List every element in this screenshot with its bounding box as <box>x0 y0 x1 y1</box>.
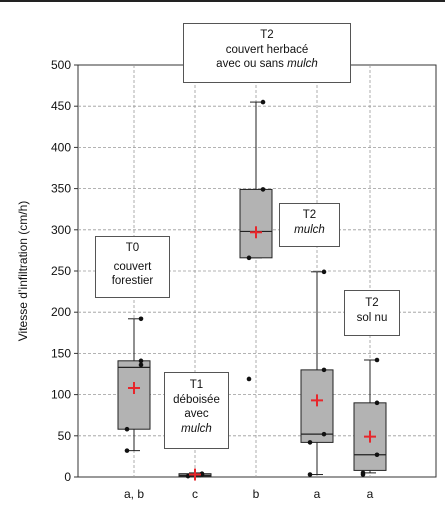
x-tick-label: a, b <box>124 487 144 501</box>
data-point <box>124 448 130 453</box>
annotation-t2-top: T2 couvert herbacé avec ou sans mulch <box>183 23 351 83</box>
annotation-t0-line2: couvert <box>113 260 152 273</box>
data-point <box>124 426 130 432</box>
data-point <box>307 440 313 445</box>
annotation-t2-top-line3-text: avec ou sans <box>216 58 288 70</box>
x-tick-label: a <box>314 487 321 501</box>
data-point <box>138 316 144 322</box>
y-tick-label: 200 <box>51 305 71 319</box>
box-5 <box>353 357 387 477</box>
boxes <box>117 99 387 481</box>
data-point <box>260 99 266 105</box>
y-tick-label: 500 <box>51 58 71 72</box>
data-point <box>246 376 252 382</box>
annotation-t2-mulch: T2 mulch <box>279 203 340 247</box>
annotation-t1-line4: mulch <box>169 422 224 437</box>
y-tick-label: 450 <box>51 99 71 113</box>
y-tick-labels: 0 50 100 150 200 250 300 350 400 450 500 <box>51 58 71 484</box>
annotation-t1-line3: avec <box>184 408 209 420</box>
data-point <box>374 452 380 458</box>
annotation-t2-solnu-line2: sol nu <box>356 311 388 324</box>
data-point <box>246 255 252 261</box>
box-2 <box>178 468 212 481</box>
annotation-t0-line3: forestier <box>111 275 154 287</box>
annotation-t2-top-line1: T2 <box>260 29 274 41</box>
annotation-t2-mulch-line1: T2 <box>302 209 317 221</box>
box-iqr <box>117 360 151 430</box>
data-point <box>360 470 366 476</box>
box-4 <box>300 269 334 477</box>
data-point <box>321 431 327 437</box>
data-point <box>138 362 144 368</box>
annotation-t2-top-line2: couvert herbacé <box>225 43 309 56</box>
y-tick-label: 300 <box>51 223 71 237</box>
y-tick-label: 350 <box>51 182 71 196</box>
box-3 <box>239 99 273 382</box>
annotation-t0-line1: T0 <box>125 242 140 254</box>
y-tick-label: 100 <box>51 388 71 402</box>
y-tick-label: 150 <box>51 346 71 360</box>
x-tick-label: b <box>253 487 260 501</box>
annotation-t2-top-line3-italic: mulch <box>287 58 318 70</box>
annotation-t2-mulch-line2: mulch <box>284 223 335 238</box>
data-point <box>374 400 380 406</box>
data-point <box>138 358 144 364</box>
box-iqr <box>239 188 273 259</box>
annotation-t0: T0 couvert forestier <box>95 236 170 298</box>
data-point <box>321 367 327 373</box>
x-tick-label: c <box>192 487 198 501</box>
y-axis-label: Vitesse d’infiltration (cm/h) <box>16 201 30 342</box>
y-tick-label: 250 <box>51 264 71 278</box>
x-tick-labels: a, b c b a a <box>124 487 374 501</box>
y-tick-label: 50 <box>58 429 72 443</box>
annotation-t2-mulch-italic: mulch <box>294 223 325 236</box>
y-tick-label: 400 <box>51 140 71 154</box>
annotation-t2-solnu: T2 sol nu <box>344 290 400 336</box>
annotation-t1-line1: T1 <box>189 379 204 391</box>
box-1 <box>117 316 151 453</box>
y-tick-label: 0 <box>64 470 71 484</box>
x-tick-label: a <box>367 487 374 501</box>
annotation-t1: T1 déboisée avec mulch <box>164 372 229 449</box>
annotation-t1-line2: déboisée <box>173 393 220 406</box>
data-point <box>260 187 266 192</box>
data-point <box>307 472 313 477</box>
annotation-t2-top-line3: avec ou sans mulch <box>188 57 346 72</box>
data-point <box>374 357 380 363</box>
top-rule <box>0 0 445 2</box>
annotation-t2-solnu-line1: T2 <box>365 297 379 309</box>
data-point <box>321 269 327 275</box>
annotation-t1-italic: mulch <box>181 422 212 435</box>
